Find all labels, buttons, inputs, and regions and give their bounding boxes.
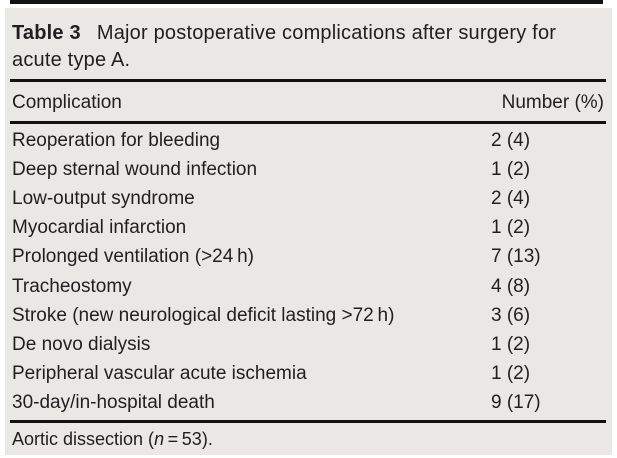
number-cell: 1 (2) xyxy=(491,158,531,180)
table-row: Stroke (new neurological deficit lasting… xyxy=(0,301,617,330)
table-body: Reoperation for bleeding 2 (4) Deep ster… xyxy=(0,126,617,418)
table-row: De novo dialysis 1 (2) xyxy=(0,330,617,359)
column-header-complication: Complication xyxy=(12,92,122,113)
number-cell: 1 (2) xyxy=(491,333,531,355)
number-cell: 7 (13) xyxy=(491,246,541,268)
table-row: Reoperation for bleeding 2 (4) xyxy=(0,126,617,155)
complication-cell: Prolonged ventilation (>24 h) xyxy=(12,246,254,268)
complication-cell: De novo dialysis xyxy=(12,333,151,355)
complication-cell: Reoperation for bleeding xyxy=(12,129,221,151)
rule-below-title xyxy=(10,79,606,82)
number-cell: 4 (8) xyxy=(491,275,531,297)
table-top-rule xyxy=(10,0,603,4)
number-cell: 3 (6) xyxy=(491,304,531,326)
number-cell: 2 (4) xyxy=(491,187,531,209)
table-footnote: Aortic dissection (n = 53). xyxy=(12,429,213,450)
number-cell: 1 (2) xyxy=(491,217,531,239)
complication-cell: Deep sternal wound infection xyxy=(12,158,258,180)
table-row: 30-day/in-hospital death 9 (17) xyxy=(0,389,617,418)
footnote-n-symbol: n xyxy=(154,429,165,449)
table-row: Prolonged ventilation (>24 h) 7 (13) xyxy=(0,243,617,272)
footnote-suffix: = 53). xyxy=(164,429,213,449)
table-title-label: Table 3 xyxy=(12,22,81,44)
footnote-prefix: Aortic dissection ( xyxy=(12,429,155,449)
table-row: Myocardial infarction 1 (2) xyxy=(0,214,617,243)
complication-cell: Myocardial infarction xyxy=(12,217,187,239)
complication-cell: Peripheral vascular acute ischemia xyxy=(12,363,307,385)
table-row: Deep sternal wound infection 1 (2) xyxy=(0,155,617,184)
number-cell: 9 (17) xyxy=(491,392,541,414)
complication-cell: Tracheostomy xyxy=(12,275,132,297)
table-row: Tracheostomy 4 (8) xyxy=(0,272,617,301)
table-title-text: Major postoperative complications after … xyxy=(12,22,557,71)
table-title: Table 3 Major postoperative complications… xyxy=(12,20,574,74)
complication-cell: Low-output syndrome xyxy=(12,187,195,209)
rule-above-footnote xyxy=(10,420,606,423)
table-row: Low-output syndrome 2 (4) xyxy=(0,184,617,213)
number-cell: 1 (2) xyxy=(491,363,531,385)
column-header-number: Number (%) xyxy=(501,92,604,113)
rule-below-header xyxy=(10,121,606,124)
table-row: Peripheral vascular acute ischemia 1 (2) xyxy=(0,360,617,389)
number-cell: 2 (4) xyxy=(491,129,531,151)
table-panel xyxy=(5,8,612,455)
complication-cell: 30-day/in-hospital death xyxy=(12,392,215,414)
complication-cell: Stroke (new neurological deficit lasting… xyxy=(12,304,395,326)
